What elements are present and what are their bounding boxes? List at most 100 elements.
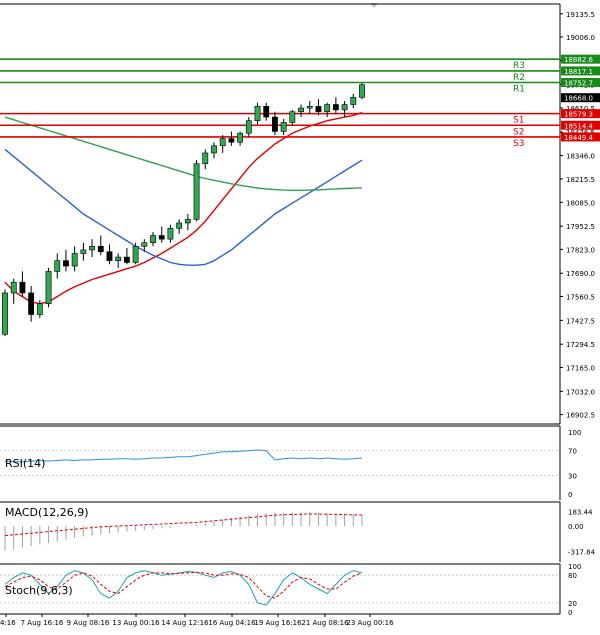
level-name-s2: S2 (513, 127, 524, 137)
price-tick-label: 19135.5 (566, 11, 595, 19)
candle-body (63, 260, 69, 267)
candle-body (298, 107, 304, 112)
macd-panel: 183.44 0.00 -317.84 MACD(12,26,9) (0, 501, 596, 562)
candle-body (115, 256, 122, 261)
x-tick-label: 14 Aug 12:16 (161, 619, 209, 627)
candle-body (19, 281, 26, 294)
candle-body (80, 249, 87, 254)
price-tick-label: 17165.0 (566, 364, 595, 372)
candle-body (254, 106, 261, 121)
candle-body (324, 104, 331, 112)
candle-body (272, 116, 278, 132)
price-tick-label: 17560.5 (566, 293, 595, 301)
stoch-label: Stoch(9,6,3) (5, 584, 73, 597)
candle-body (158, 235, 165, 240)
candle-body (176, 222, 183, 229)
price-tick-label: 17690.0 (566, 270, 595, 278)
x-tick-label: 13 Aug 00:16 (112, 619, 160, 627)
candle-body (2, 292, 8, 335)
rsi-line (4, 449, 363, 463)
price-tick-label: 19006.0 (566, 34, 595, 42)
candle-body (36, 303, 43, 315)
candle-body (123, 256, 130, 263)
level-tag-label-s3: 18449.4 (564, 134, 593, 142)
price-panel: 19135.519006.018876.518742.518610.518476… (0, 3, 600, 425)
level-tag-label-r1: 18752.7 (564, 79, 593, 87)
candle-body (315, 106, 322, 112)
level-tag-s2 (561, 120, 600, 130)
candle-body (219, 138, 226, 147)
stoch-tick-label: 80 (568, 572, 577, 580)
macd-label: MACD(12,26,9) (5, 506, 89, 519)
candle-body (28, 292, 35, 315)
ma-line-fast (4, 111, 363, 305)
candle-body (132, 246, 139, 263)
ma-line-mid (4, 148, 363, 266)
x-tick-label: 4:16 (0, 619, 16, 627)
candle-body (289, 111, 296, 123)
level-tag-label-r3: 18882.6 (564, 56, 593, 64)
stoch-tick-label: 100 (568, 563, 581, 571)
candle-body (193, 163, 200, 220)
candle-body (228, 138, 235, 143)
ma-line-slow (4, 116, 363, 192)
candle-body (359, 84, 365, 98)
level-name-r3: R3 (513, 61, 525, 71)
candle-body (141, 242, 148, 247)
macd-tick-label: 0.00 (568, 523, 584, 531)
candle-body (89, 246, 95, 251)
level-tag-r1 (561, 77, 600, 87)
candle-body (237, 132, 244, 143)
candle-body (167, 228, 174, 240)
candle-body (341, 104, 348, 111)
x-tick-label: 9 Aug 08:16 (67, 619, 110, 627)
macd-tick-label: 183.44 (568, 508, 593, 516)
price-tick-label: 18610.5 (566, 105, 595, 113)
candle-body (106, 251, 113, 261)
candle-body (245, 120, 252, 134)
x-tick-label: 7 Aug 16:16 (21, 619, 64, 627)
price-tick-label: 18085.0 (566, 199, 595, 207)
rsi-tick-label: 100 (568, 429, 581, 437)
candle-body (71, 253, 78, 267)
stoch-main-line (4, 570, 363, 606)
level-name-s1: S1 (513, 116, 524, 126)
current-price-label: 18668.0 (564, 95, 593, 103)
level-name-s3: S3 (513, 139, 524, 149)
price-tick-label: 17952.5 (566, 223, 595, 231)
macd-tick-label: -317.84 (568, 548, 596, 556)
rsi-tick-label: 70 (568, 448, 577, 456)
stoch-signal-line (4, 571, 363, 599)
level-tag-s1 (561, 109, 600, 119)
price-tick-label: 18215.5 (566, 176, 595, 184)
rsi-label: RSI(14) (5, 457, 45, 470)
price-tick-label: 17294.5 (566, 341, 595, 349)
candle-body (150, 235, 156, 244)
candle-body (332, 104, 339, 111)
price-tick-label: 18346.0 (566, 152, 595, 160)
candle-body (350, 97, 357, 105)
level-tag-s3 (561, 132, 600, 142)
level-tag-label-s2: 18514.4 (564, 122, 593, 130)
rsi-tick-label: 0 (568, 491, 572, 499)
rsi-panel: 100 70 30 0 RSI(14) (0, 425, 581, 500)
price-tick-label: 17823.0 (566, 246, 595, 254)
level-tag-r2 (561, 66, 600, 76)
level-name-r2: R2 (513, 73, 525, 83)
level-tag-label-r2: 18817.1 (564, 68, 593, 76)
candle-body (202, 152, 209, 165)
candle-body (306, 106, 313, 109)
candle-body (263, 106, 270, 118)
stoch-tick-label: 0 (568, 609, 572, 617)
candle-body (280, 122, 287, 132)
x-axis: 4:16 7 Aug 16:16 9 Aug 08:16 13 Aug 00:16 14… (0, 614, 394, 627)
candle-body (211, 145, 217, 154)
candle-body (184, 219, 191, 224)
stoch-tick-label: 20 (568, 600, 577, 608)
candle-body (97, 246, 104, 252)
x-tick-label: 23 Aug 00:16 (346, 619, 394, 627)
level-tag-r3 (561, 54, 600, 64)
candle-body (54, 260, 61, 272)
